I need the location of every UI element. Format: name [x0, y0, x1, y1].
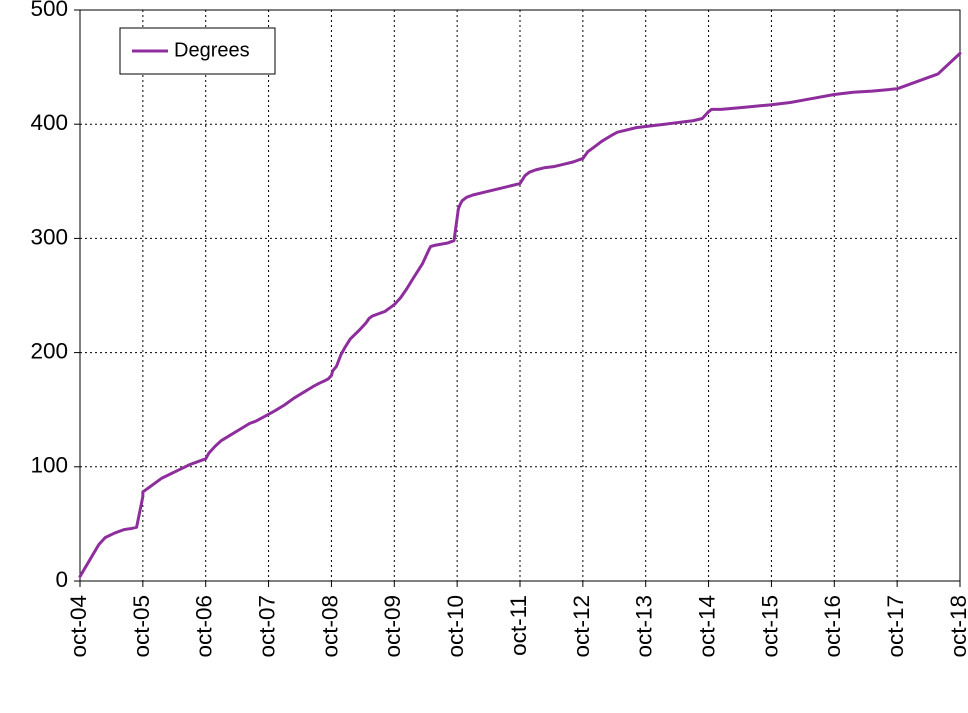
- y-tick-label: 0: [55, 567, 68, 592]
- x-tick-label: oct-05: [129, 595, 154, 658]
- x-tick-label: oct-14: [695, 595, 720, 658]
- x-tick-label: oct-06: [192, 595, 217, 658]
- y-tick-label: 200: [30, 339, 68, 364]
- x-tick-label: oct-10: [443, 595, 468, 658]
- x-tick-label: oct-04: [66, 595, 91, 658]
- y-tick-label: 500: [30, 0, 68, 21]
- x-tick-label: oct-17: [883, 595, 908, 658]
- y-tick-label: 100: [30, 453, 68, 478]
- chart-container: { "chart": { "type": "line", "width": 96…: [0, 0, 968, 713]
- x-tick-label: oct-16: [820, 595, 845, 658]
- legend-label: Degrees: [174, 39, 250, 61]
- x-tick-label: oct-07: [255, 595, 280, 658]
- y-tick-label: 400: [30, 110, 68, 135]
- x-tick-label: oct-08: [317, 595, 342, 658]
- x-tick-label: oct-09: [380, 595, 405, 658]
- x-tick-label: oct-13: [632, 595, 657, 658]
- x-tick-label: oct-18: [946, 595, 968, 658]
- legend: Degrees: [120, 28, 275, 74]
- x-tick-label: oct-15: [757, 595, 782, 658]
- x-tick-label: oct-12: [569, 595, 594, 658]
- x-tick-label: oct-11: [506, 595, 531, 656]
- line-chart: 0 100 200 300 400 500 oct-04 oct-05 oct-06 oct-07…: [0, 0, 968, 713]
- y-tick-label: 300: [30, 224, 68, 249]
